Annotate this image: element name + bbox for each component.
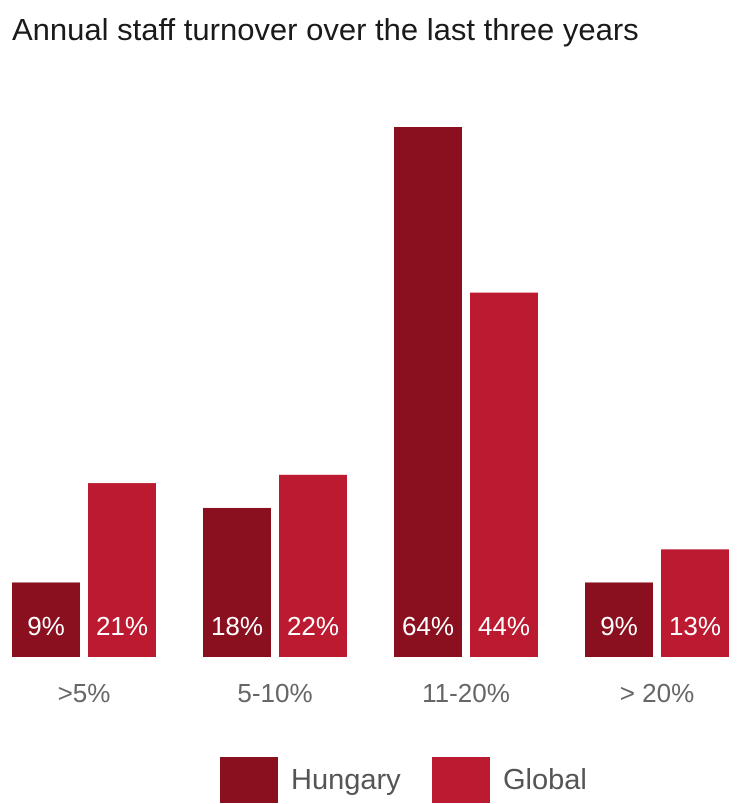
data-label-global-2: 22% xyxy=(287,611,339,641)
bar-chart: 9% 21% >5% 18% 22% 5-10% 64% 44% 11-20% 9% 13% > 20… xyxy=(12,127,729,708)
data-label-hungary-4: 9% xyxy=(600,611,638,641)
data-label-hungary-3: 64% xyxy=(402,611,454,641)
x-tick-label-2: 5-10% xyxy=(237,678,312,708)
bar-global-4 xyxy=(661,549,729,657)
legend-label-global: Global xyxy=(503,763,587,796)
chart-title: Annual staff turnover over the last thre… xyxy=(12,12,639,47)
x-tick-label-4: > 20% xyxy=(620,678,694,708)
bar-hungary-2 xyxy=(203,507,271,657)
x-tick-label-3: 11-20% xyxy=(422,678,510,708)
legend-label-hungary: Hungary xyxy=(291,763,401,796)
legend-item-hungary: Hungary xyxy=(220,756,401,804)
legend-swatch-hungary xyxy=(220,757,278,803)
data-label-global-1: 21% xyxy=(96,611,148,641)
chart-legend: Hungary Global xyxy=(0,756,744,804)
legend-item-global: Global xyxy=(432,756,587,804)
bar-global-2 xyxy=(279,474,347,657)
data-label-global-4: 13% xyxy=(669,611,721,641)
data-label-hungary-2: 18% xyxy=(211,611,263,641)
bar-global-1 xyxy=(88,483,156,657)
data-label-global-3: 44% xyxy=(478,611,530,641)
bar-global-3 xyxy=(470,292,538,657)
bar-hungary-4 xyxy=(585,582,653,657)
x-tick-label-1: >5% xyxy=(58,678,111,708)
legend-swatch-global xyxy=(432,757,490,803)
bar-hungary-1 xyxy=(12,582,80,657)
data-label-hungary-1: 9% xyxy=(27,611,65,641)
bar-hungary-3 xyxy=(394,127,462,657)
